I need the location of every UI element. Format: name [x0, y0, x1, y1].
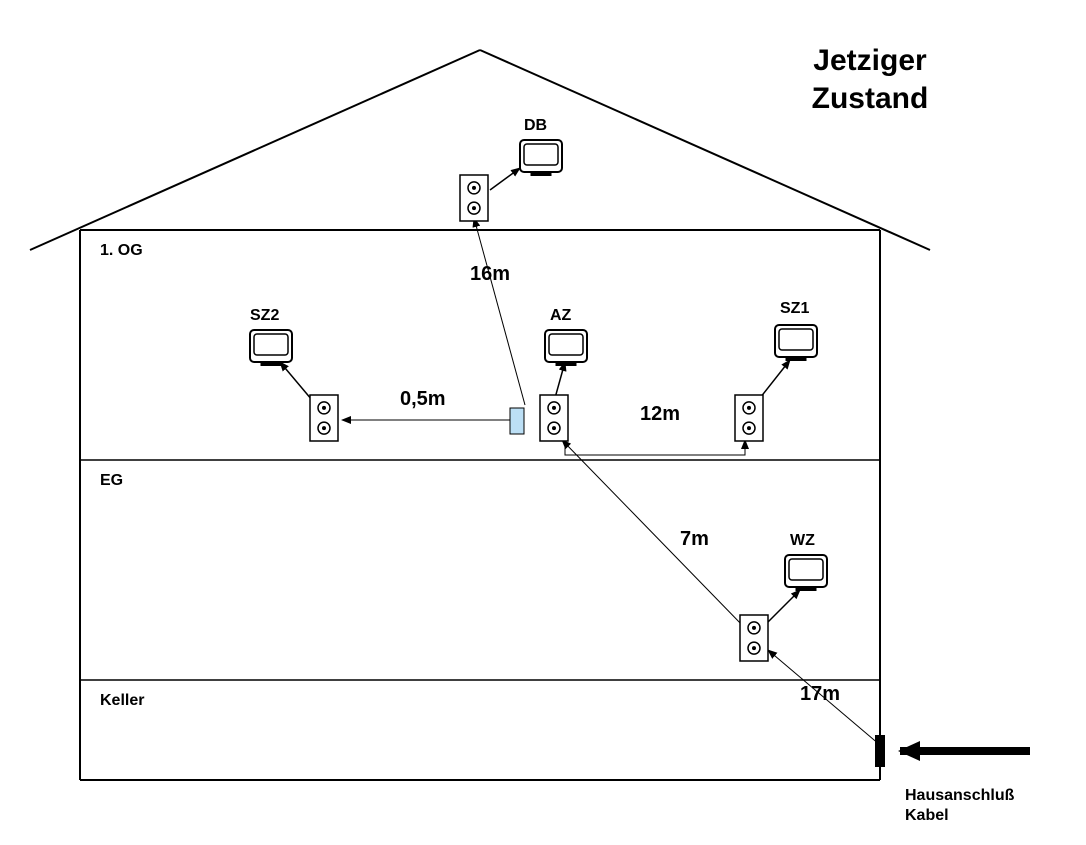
tv-arrow-wz: [768, 590, 800, 622]
house-entry-terminal-icon: [875, 735, 885, 767]
tv-arrow-sz2: [280, 362, 312, 400]
room-label-az: AZ: [550, 307, 572, 324]
floor-label-og: 1. OG: [100, 242, 143, 259]
cable-label-az-to-sz1: 12m: [640, 403, 680, 425]
entry-label-line1: Hausanschluß: [905, 787, 1015, 804]
tv-sz1: [775, 325, 817, 361]
cable-az-to-sz1: [565, 440, 745, 455]
tv-arrow-sz1: [760, 360, 790, 398]
house-outline: [30, 50, 930, 780]
cable-label-entry-to-wz: 17m: [800, 683, 840, 705]
floor-label-keller: Keller: [100, 692, 144, 709]
room-label-sz2: SZ2: [250, 307, 279, 324]
cable-label-wz-to-az: 7m: [680, 528, 709, 550]
cable-label-splitter-to-sz2: 0,5m: [400, 388, 446, 410]
tv-sz2: [250, 330, 292, 366]
outlet-sz2: [310, 395, 338, 441]
tv-arrow-db: [490, 168, 520, 190]
cable-label-az-to-db: 16m: [470, 263, 510, 285]
cables: 17m 7m 16m 0,5m 12m: [342, 218, 880, 745]
entry-label-line2: Kabel: [905, 807, 949, 824]
room-label-sz1: SZ1: [780, 300, 809, 317]
outlet-wz: [740, 615, 768, 661]
outlet-sz1: [735, 395, 763, 441]
tv-wz: [785, 555, 827, 591]
tv-az: [545, 330, 587, 366]
diagram-title-line2: Zustand: [812, 82, 929, 115]
outlet-db: [460, 175, 488, 221]
diagram-title-line1: Jetziger: [813, 44, 927, 77]
outlet-az: [540, 395, 568, 441]
tv-arrow-az: [555, 362, 565, 398]
splitter-icon: [510, 408, 524, 434]
cable-az-to-db: [474, 218, 525, 405]
cable-wz-to-az: [562, 440, 745, 628]
room-label-wz: WZ: [790, 532, 815, 549]
floor-label-eg: EG: [100, 472, 123, 489]
tv-db: [520, 140, 562, 176]
room-label-db: DB: [524, 117, 547, 134]
